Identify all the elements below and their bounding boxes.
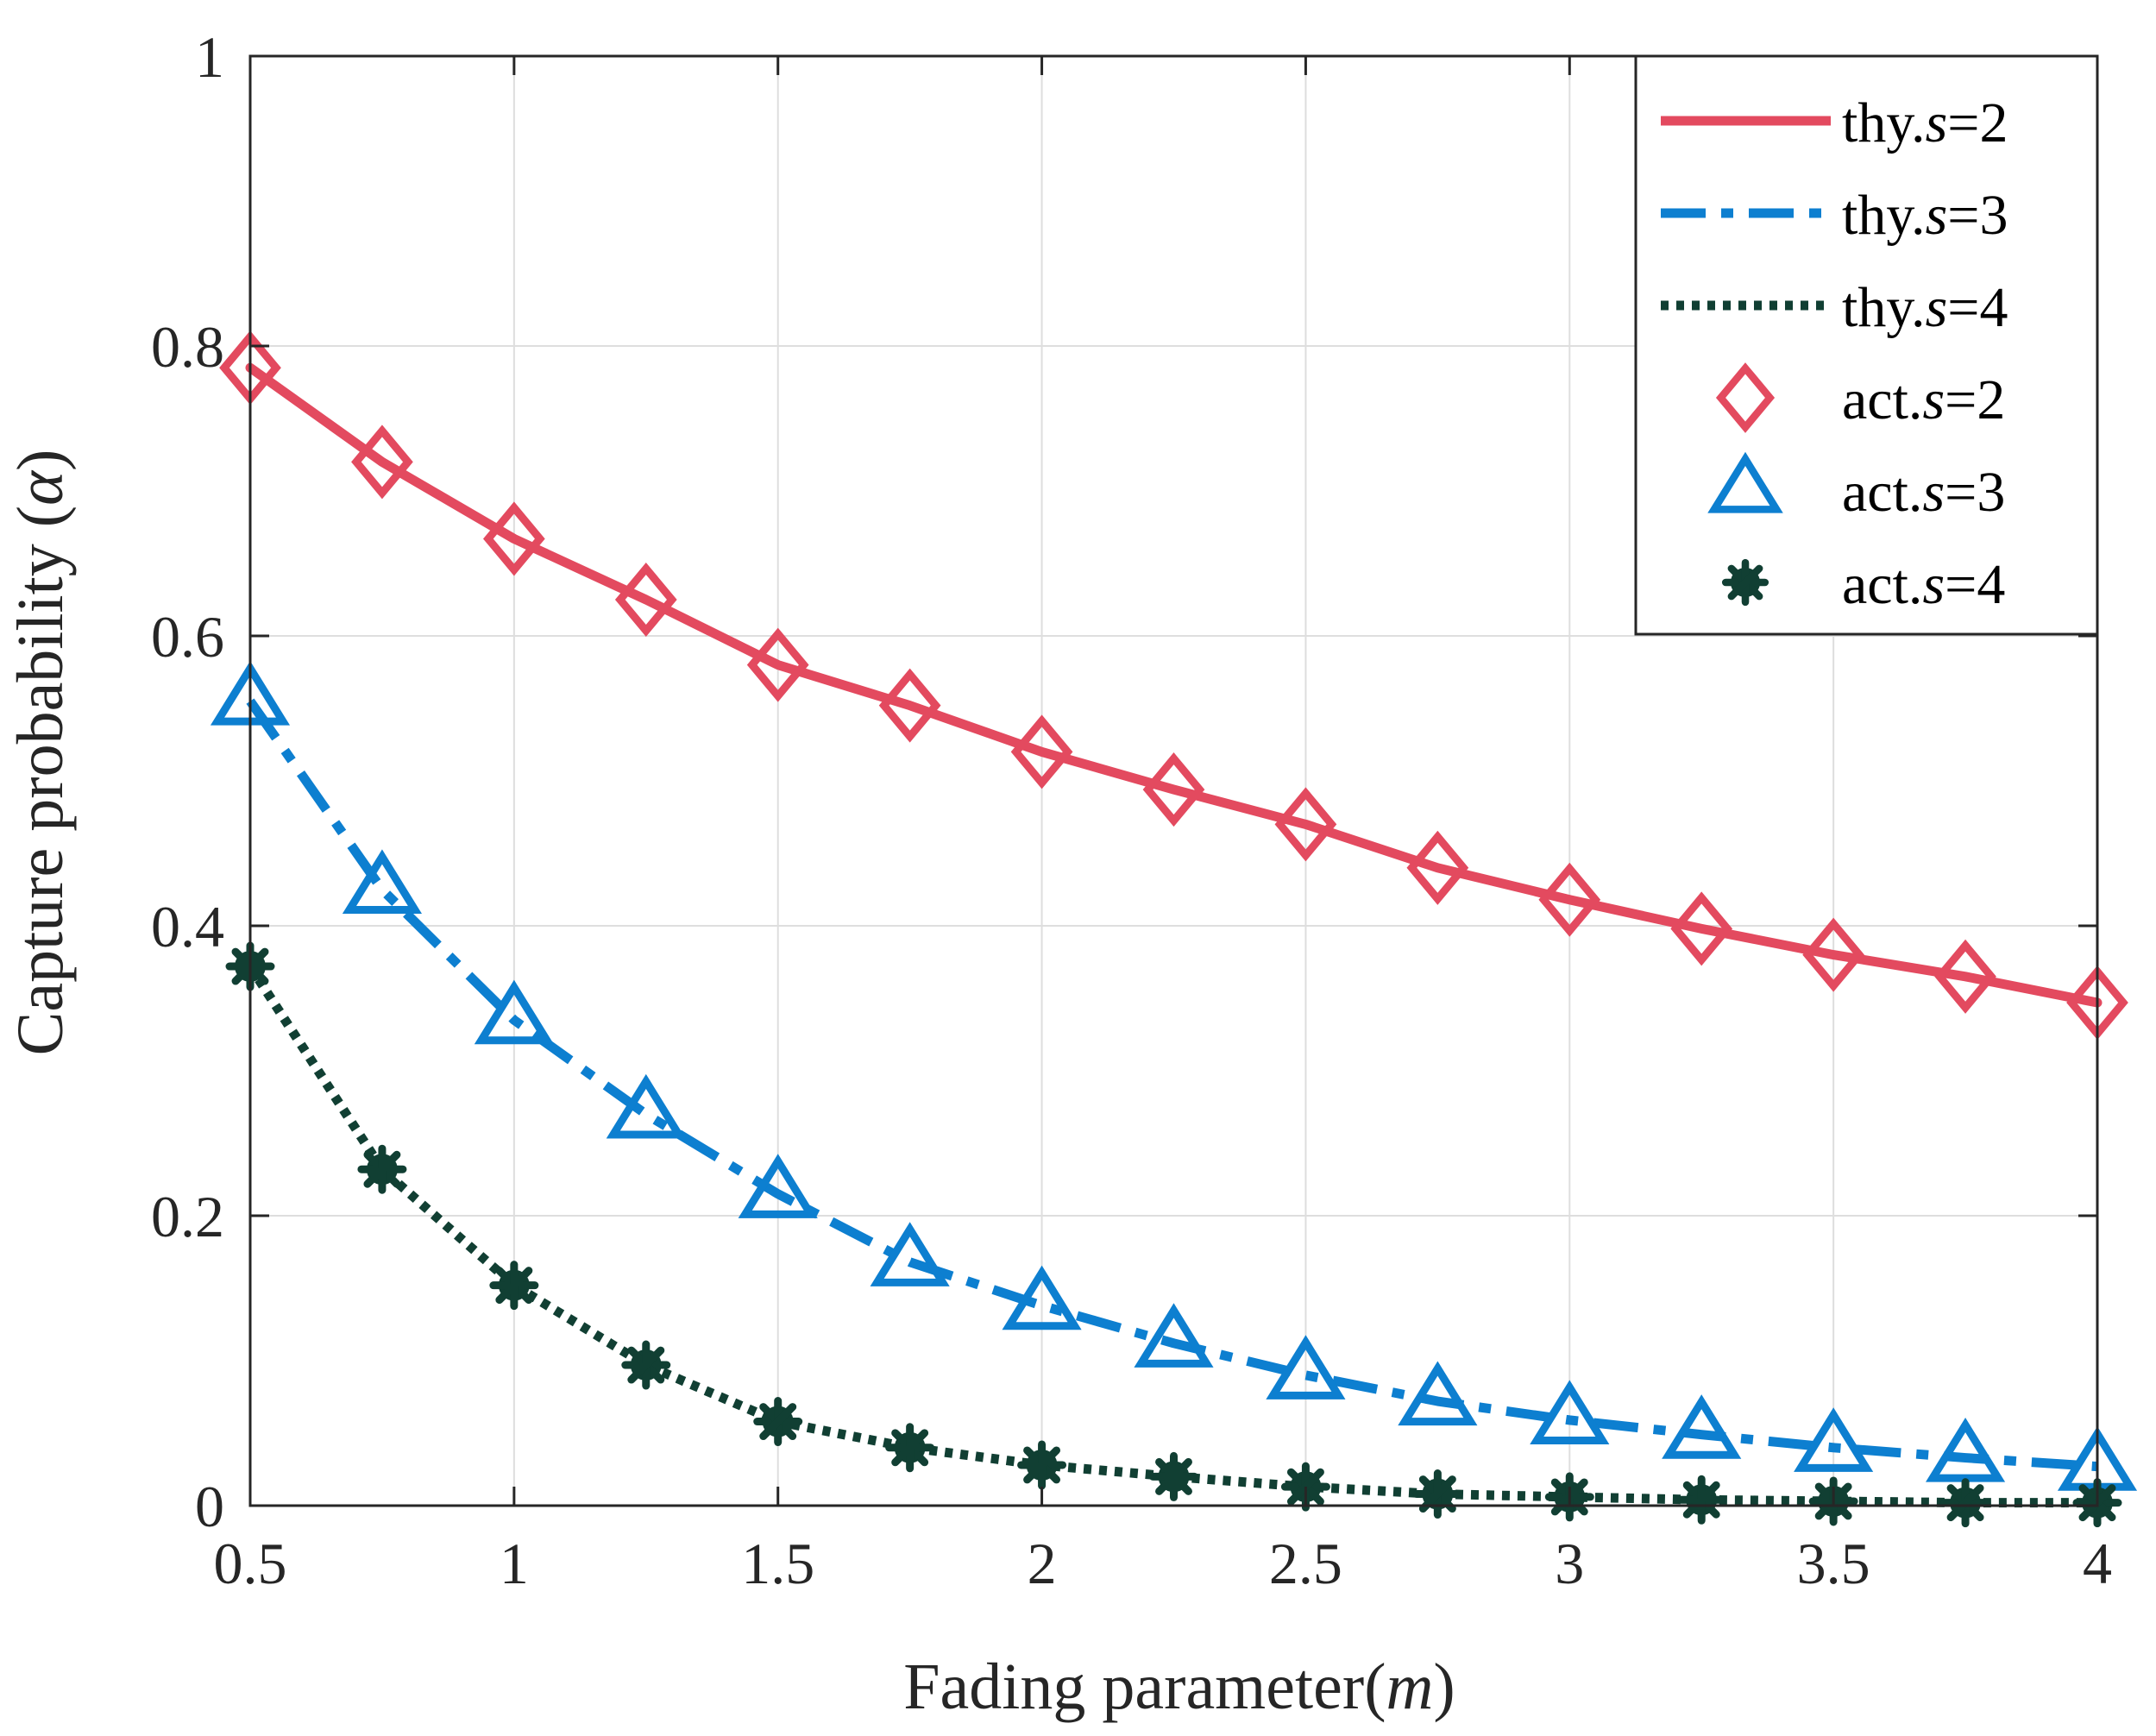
data-point-diamond <box>1274 787 1337 862</box>
data-point-diamond <box>1406 830 1469 905</box>
data-point-triangle <box>1926 1417 2006 1482</box>
data-point-triangle <box>1002 1265 1082 1330</box>
legend-label: thy.s=4 <box>1842 276 2008 339</box>
data-point-triangle <box>1794 1407 1874 1472</box>
legend-label: act.s=4 <box>1842 553 2005 616</box>
legend-box <box>1634 54 2099 636</box>
y-tick-label: 0.8 <box>151 314 224 380</box>
y-tick-label: 0 <box>195 1474 224 1539</box>
legend-label: act.s=3 <box>1842 461 2005 524</box>
series-line-1 <box>245 362 2103 1008</box>
data-point-triangle <box>870 1222 950 1286</box>
plot-area-frame <box>248 54 2099 1507</box>
x-tick-label: 4 <box>2083 1531 2112 1596</box>
data-point-asterisk <box>1940 1478 1990 1528</box>
legend: thy.s=2 thy.s=3 thy.s=4 act.s=2 act.s=3 act.s… <box>1634 54 2099 636</box>
data-point-triangle <box>342 849 422 915</box>
data-point-asterisk <box>1676 1475 1726 1525</box>
y-tick-label: 1 <box>195 24 224 90</box>
data-point-triangle <box>1266 1335 1346 1399</box>
legend-label: thy.s=2 <box>1842 91 2008 154</box>
data-point-triangle <box>606 1073 686 1139</box>
data-point-diamond <box>482 501 545 576</box>
x-tick-label: 2.5 <box>1269 1531 1342 1596</box>
data-point-asterisk <box>357 1144 407 1194</box>
data-point-triangle <box>474 979 554 1045</box>
legend-item: thy.s=4 <box>1661 276 2008 339</box>
data-point-triangle <box>1134 1303 1214 1368</box>
data-point-diamond <box>351 425 413 500</box>
series-line-3 <box>246 964 2097 1508</box>
legend-item: act.s=4 <box>1721 553 2005 616</box>
data-point-diamond <box>1934 939 1996 1014</box>
data-point-diamond <box>1538 862 1601 937</box>
x-tick-label: 1.5 <box>741 1531 814 1596</box>
data-point-diamond <box>1142 752 1205 827</box>
series-line-2 <box>246 698 2098 1472</box>
data-point-asterisk <box>753 1397 803 1447</box>
x-tick-label: 0.5 <box>214 1531 287 1596</box>
data-point-diamond <box>614 562 677 638</box>
legend-item: act.s=3 <box>1707 451 2005 524</box>
data-point-diamond <box>1010 714 1073 789</box>
data-point-triangle <box>1398 1361 1478 1426</box>
y-tick-labels: 0 0.2 0.4 0.6 0.8 1 <box>151 24 224 1539</box>
data-point-diamond <box>878 668 941 743</box>
legend-label: act.s=2 <box>1842 368 2005 431</box>
legend-item: act.s=2 <box>1715 362 2005 433</box>
data-point-asterisk <box>885 1423 935 1473</box>
y-tick-label: 0.4 <box>151 894 224 959</box>
x-tick-label: 3 <box>1555 1531 1584 1596</box>
data-point-asterisk <box>1017 1440 1067 1490</box>
x-tick-label: 1 <box>500 1531 529 1596</box>
data-point-asterisk <box>489 1261 539 1311</box>
data-point-triangle <box>738 1154 818 1218</box>
data-point-asterisk <box>621 1340 671 1390</box>
data-point-diamond <box>1670 891 1733 966</box>
legend-marker-swatch <box>1707 451 1783 513</box>
x-tick-label: 2 <box>1028 1531 1057 1596</box>
x-axis-title: Fading parameter(m) <box>903 1651 1455 1723</box>
legend-label: thy.s=3 <box>1842 184 2008 247</box>
y-tick-label: 0.2 <box>151 1184 224 1249</box>
legend-marker-swatch <box>1715 362 1776 433</box>
y-tick-label: 0.6 <box>151 604 224 670</box>
data-point-triangle <box>1530 1380 1610 1444</box>
x-tick-labels: 0.5 1 1.5 2 2.5 3 3.5 4 <box>214 1531 2113 1596</box>
data-point-asterisk <box>1412 1469 1462 1519</box>
data-point-asterisk <box>1149 1451 1198 1501</box>
data-point-diamond <box>746 627 809 702</box>
legend-item: thy.s=3 <box>1661 184 2008 247</box>
legend-item: thy.s=2 <box>1661 91 2008 154</box>
x-tick-label: 3.5 <box>1797 1531 1870 1596</box>
y-axis-title: Capture probability (α) <box>4 450 77 1056</box>
legend-marker-swatch <box>1721 558 1769 607</box>
data-point-triangle <box>1662 1394 1742 1459</box>
data-point-diamond <box>1802 917 1865 992</box>
